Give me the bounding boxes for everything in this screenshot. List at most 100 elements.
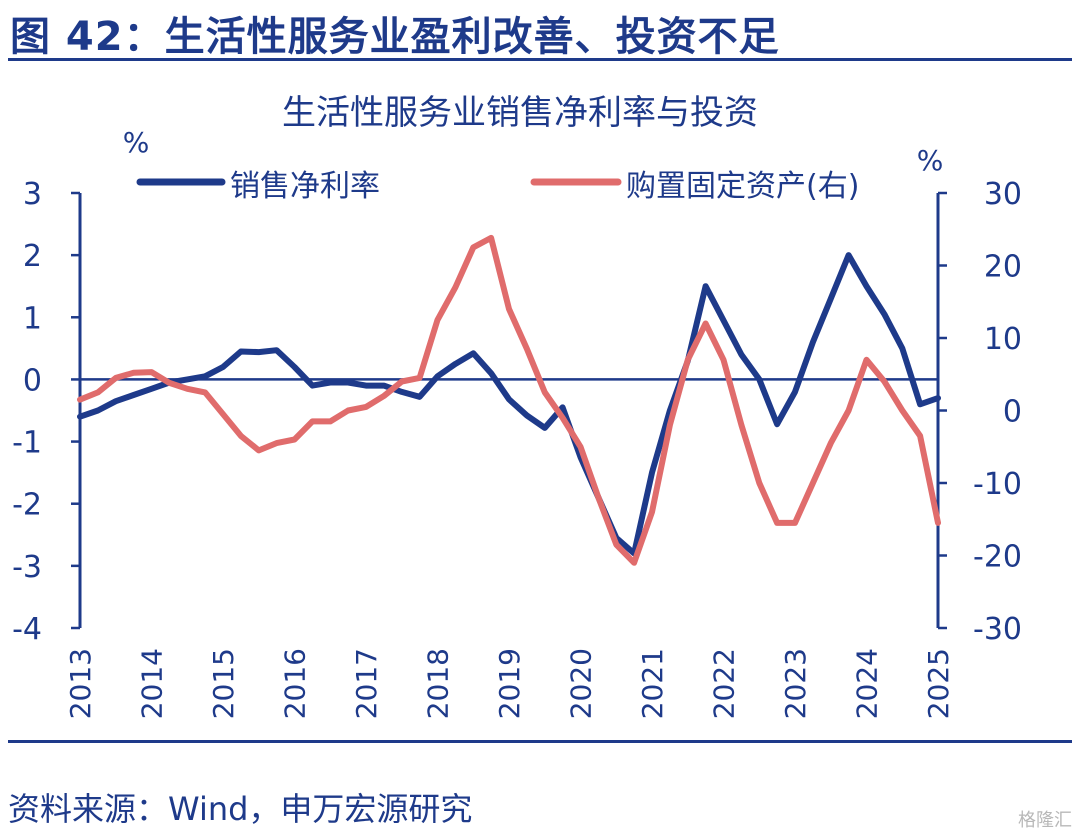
data-point-net-margin <box>846 252 852 258</box>
data-point-fixed-assets <box>166 380 172 386</box>
data-point-net-margin <box>488 370 494 376</box>
data-point-fixed-assets <box>131 370 137 376</box>
x-tick-label: 2019 <box>493 648 526 719</box>
data-point-net-margin <box>899 345 905 351</box>
data-point-fixed-assets <box>846 408 852 413</box>
y-left-tick-label: -4 <box>12 612 42 647</box>
data-point-net-margin <box>542 425 548 431</box>
data-point-fixed-assets <box>774 520 780 526</box>
figure-title: 图 42：生活性服务业盈利改善、投资不足 <box>10 14 780 60</box>
data-point-fixed-assets <box>202 389 208 395</box>
data-point-fixed-assets <box>685 357 691 363</box>
data-point-fixed-assets <box>631 560 637 566</box>
x-tick-label: 2023 <box>779 648 812 719</box>
data-point-net-margin <box>756 376 762 382</box>
data-point-fixed-assets <box>113 375 119 381</box>
watermark-text: 格隆汇 <box>1018 810 1072 831</box>
bottom-rule <box>8 740 1072 743</box>
data-point-fixed-assets <box>560 415 566 421</box>
data-point-fixed-assets <box>917 433 923 439</box>
data-point-fixed-assets <box>77 397 83 403</box>
y-right-tick-label: 0 <box>1003 395 1022 430</box>
data-point-net-margin <box>220 364 226 370</box>
data-point-fixed-assets <box>274 440 280 446</box>
y-right-tick-label: -10 <box>973 467 1022 502</box>
data-point-net-margin <box>917 401 923 407</box>
data-point-net-margin <box>864 283 869 289</box>
data-point-net-margin <box>131 392 137 398</box>
x-tick-label: 2018 <box>422 648 455 719</box>
data-point-fixed-assets <box>524 346 530 352</box>
data-point-net-margin <box>202 373 208 379</box>
data-point-fixed-assets <box>828 440 834 446</box>
x-tick-label: 2013 <box>64 648 97 719</box>
legend-label-fixed-assets: 购置固定资产(右) <box>626 169 859 204</box>
data-point-fixed-assets <box>649 509 655 515</box>
data-point-net-margin <box>399 389 405 395</box>
data-point-fixed-assets <box>452 284 458 290</box>
y-left-tick-label: -2 <box>12 488 42 523</box>
data-point-net-margin <box>149 386 154 392</box>
data-point-fixed-assets <box>95 389 101 395</box>
y-left-tick-label: 1 <box>23 301 42 336</box>
data-point-net-margin <box>77 414 83 420</box>
data-point-net-margin <box>381 383 387 389</box>
source-note: 资料来源：Wind，申万宏源研究 <box>8 790 473 828</box>
x-tick-label: 2025 <box>922 648 955 719</box>
data-point-net-margin <box>184 376 190 382</box>
data-point-net-margin <box>238 349 244 354</box>
y-left-tick-label: 2 <box>23 239 42 274</box>
data-point-fixed-assets <box>345 408 351 413</box>
x-tick-label: 2021 <box>636 648 669 719</box>
data-point-fixed-assets <box>703 321 709 326</box>
data-point-fixed-assets <box>810 480 816 486</box>
data-point-net-margin <box>560 404 566 410</box>
data-point-net-margin <box>738 352 744 358</box>
y-axis-right-unit: % <box>917 144 944 177</box>
data-point-net-margin <box>452 361 458 367</box>
data-point-net-margin <box>256 349 262 355</box>
data-point-fixed-assets <box>470 244 476 250</box>
data-point-fixed-assets <box>864 357 869 363</box>
data-point-fixed-assets <box>435 317 440 323</box>
y-right-tick-label: -30 <box>973 612 1022 647</box>
data-point-net-margin <box>810 339 816 345</box>
data-point-net-margin <box>274 347 280 353</box>
dual-axis-line-chart: 生活性服务业销售净利率与投资 % % 销售净利率 购置固定资产(右) 3210-… <box>12 93 1022 719</box>
data-point-net-margin <box>327 380 333 385</box>
data-point-net-margin <box>417 394 423 400</box>
data-point-fixed-assets <box>506 306 512 312</box>
data-point-net-margin <box>649 470 655 476</box>
data-point-fixed-assets <box>220 411 226 417</box>
data-point-fixed-assets <box>327 418 333 424</box>
data-point-net-margin <box>113 398 119 404</box>
data-point-net-margin <box>721 317 726 323</box>
y-right-tick-label: 20 <box>984 250 1022 285</box>
data-point-net-margin <box>792 389 798 395</box>
y-right-tick-label: -20 <box>973 540 1022 575</box>
data-point-fixed-assets <box>309 418 315 424</box>
data-point-fixed-assets <box>613 542 619 548</box>
y-right-tick-label: 30 <box>984 177 1022 212</box>
data-point-net-margin <box>703 283 709 289</box>
data-point-fixed-assets <box>935 520 941 526</box>
y-left-tick-label: -3 <box>12 550 42 585</box>
x-tick-label: 2015 <box>207 648 240 719</box>
data-point-fixed-assets <box>756 480 762 486</box>
data-point-fixed-assets <box>488 235 494 241</box>
data-point-net-margin <box>363 383 369 389</box>
x-tick-label: 2016 <box>279 648 312 719</box>
x-tick-label: 2017 <box>350 648 383 719</box>
x-tick-label: 2022 <box>708 648 741 719</box>
data-point-net-margin <box>292 364 297 370</box>
data-point-fixed-assets <box>292 437 297 442</box>
data-point-fixed-assets <box>738 422 744 428</box>
data-point-net-margin <box>506 396 512 402</box>
data-point-net-margin <box>828 296 834 302</box>
data-point-net-margin <box>881 311 887 317</box>
data-point-fixed-assets <box>381 393 387 399</box>
data-point-net-margin <box>774 421 780 427</box>
legend-label-net-margin: 销售净利率 <box>230 169 380 204</box>
data-point-fixed-assets <box>721 357 726 363</box>
legend: 销售净利率 购置固定资产(右) <box>136 169 859 204</box>
